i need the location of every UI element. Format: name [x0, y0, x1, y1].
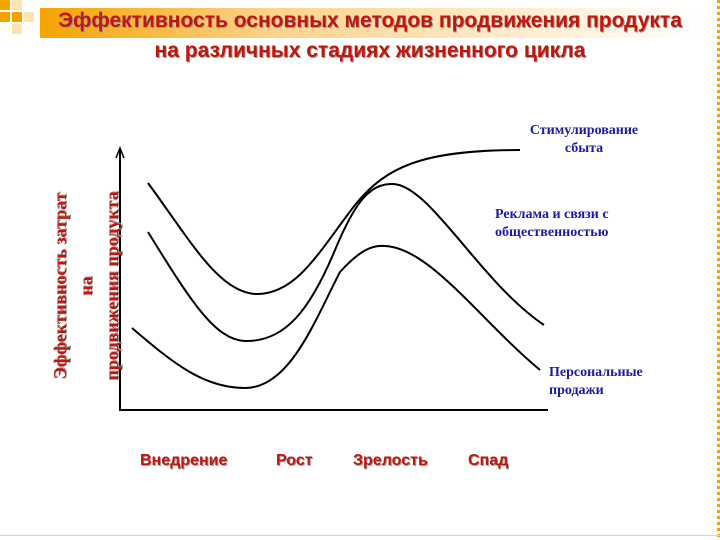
x-tick-label: Рост: [276, 452, 313, 469]
title-line-1: Эффективность основных методов продвижен…: [58, 9, 682, 32]
x-tick-label: Спад: [468, 452, 509, 469]
bottom-decor-line: [0, 535, 720, 536]
corner-square: [24, 12, 34, 22]
series-label-line: Стимулирование: [529, 123, 639, 138]
right-decor-strip: [717, 0, 720, 540]
series-label-personal-selling: Персональные продажи: [549, 364, 643, 400]
x-tick-label: Внедрение: [140, 452, 228, 469]
series-label-stimulation: Стимулирование сбыта: [512, 122, 656, 158]
series-label-advertising: Реклама и связи с общественностью: [495, 206, 609, 242]
series-line-personal-selling: [131, 244, 541, 390]
y-axis-label-line-2: продвижения продукта: [102, 191, 122, 381]
corner-square: [12, 0, 22, 10]
series-label-line: общественностью: [495, 225, 609, 240]
series-label-line: Реклама и связи с: [495, 207, 609, 222]
y-axis-label: Эффективность затрат на продвижения прод…: [47, 186, 122, 386]
y-axis-arrow: [115, 145, 125, 159]
series-line-advertising: [147, 182, 545, 343]
x-tick-label: Зрелость: [353, 452, 428, 469]
series-label-line: Персональные: [549, 365, 643, 380]
title-line-2: на различных стадиях жизненного цикла: [154, 39, 586, 62]
series-line-stimulation: [147, 149, 521, 296]
y-axis-label-line-1: Эффективность затрат на: [50, 192, 96, 380]
series-label-line: продажи: [549, 383, 604, 398]
slide-title: Эффективность основных методов продвижен…: [40, 6, 700, 66]
title-highlight: [40, 8, 700, 38]
series-label-line: сбыта: [564, 141, 604, 156]
corner-square: [12, 12, 22, 22]
corner-square: [12, 24, 22, 34]
corner-square: [0, 12, 10, 22]
corner-square: [0, 0, 10, 10]
